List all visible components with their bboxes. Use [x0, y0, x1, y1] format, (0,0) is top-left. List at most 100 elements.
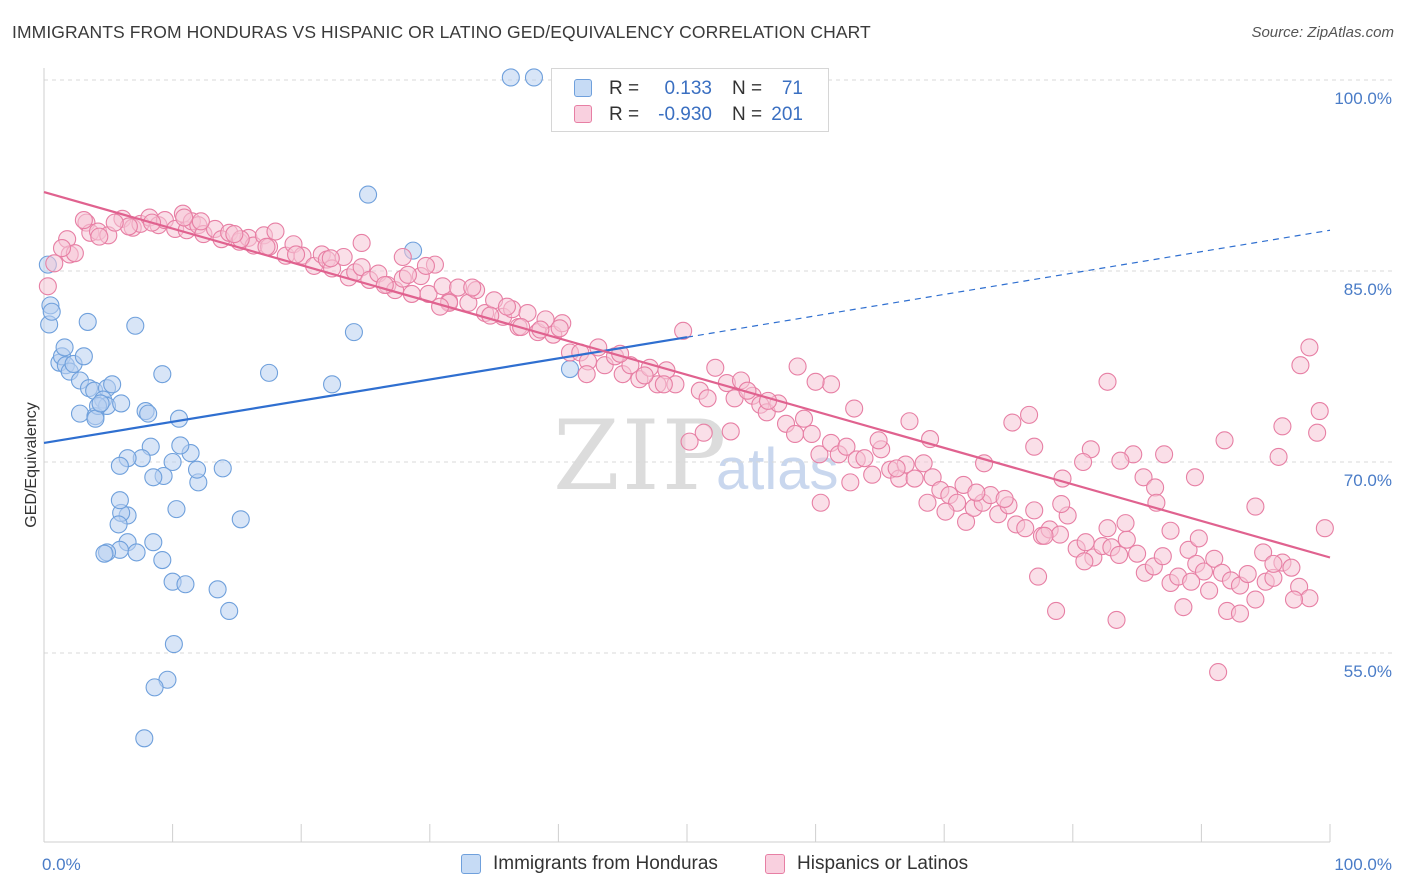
data-point-hispanic — [810, 445, 829, 464]
data-point-honduras — [501, 68, 520, 87]
data-point-hispanic — [1076, 533, 1095, 552]
data-point-hispanic — [497, 297, 517, 316]
legend-swatch-pink — [574, 105, 592, 123]
data-point-hispanic — [788, 357, 807, 376]
data-point-hispanic — [38, 277, 57, 296]
data-point-honduras — [560, 359, 580, 379]
data-point-hispanic — [680, 432, 699, 451]
data-point-hispanic — [811, 493, 830, 512]
data-point-hispanic — [398, 265, 417, 284]
data-point-hispanic — [191, 212, 210, 231]
data-point-hispanic — [654, 375, 673, 394]
data-point-hispanic — [577, 365, 596, 384]
trend-line-hispanic — [43, 190, 1331, 559]
correlation-legend: R = 0.133 N = 71 R = -0.930 N = 201 — [551, 68, 829, 132]
legend-r-label: R = — [609, 104, 640, 125]
data-point-hispanic — [266, 222, 285, 241]
data-point-hispanic — [1075, 552, 1094, 571]
data-point-hispanic — [1035, 526, 1054, 545]
data-point-hispanic — [321, 249, 340, 268]
legend-r-value: 0.133 — [664, 78, 712, 99]
source-note: Source: ZipAtlas.com — [1251, 24, 1394, 41]
data-point-honduras — [110, 456, 129, 475]
data-point-hispanic — [821, 375, 841, 394]
data-point-hispanic — [1189, 529, 1208, 548]
data-point-honduras — [112, 394, 131, 413]
data-point-hispanic — [837, 437, 856, 456]
legend-n-label: N = — [732, 78, 763, 99]
data-point-honduras — [70, 404, 90, 423]
data-point-hispanic — [936, 502, 955, 521]
data-point-hispanic — [352, 233, 371, 253]
data-point-honduras — [95, 544, 114, 563]
data-point-hispanic — [1020, 405, 1039, 424]
data-point-hispanic — [1315, 519, 1334, 538]
data-point-hispanic — [1050, 525, 1069, 544]
data-point-honduras — [42, 302, 61, 321]
data-point-honduras — [259, 363, 279, 382]
data-point-hispanic — [1179, 540, 1198, 559]
x-tick-label: 100.0% — [1334, 855, 1392, 874]
x-tick-label: 0.0% — [42, 855, 81, 874]
y-tick-label: 85.0% — [1344, 280, 1392, 299]
data-point-hispanic — [758, 391, 778, 410]
data-point-hispanic — [995, 489, 1014, 508]
data-point-hispanic — [1029, 567, 1048, 586]
data-point-hispanic — [1254, 543, 1273, 562]
data-point-honduras — [74, 347, 93, 366]
trend-line-honduras — [43, 336, 688, 444]
data-point-hispanic — [1215, 431, 1234, 450]
data-point-honduras — [91, 394, 110, 413]
legend-swatch-blue — [574, 79, 592, 97]
data-point-honduras — [86, 409, 105, 428]
data-point-hispanic — [175, 208, 194, 227]
legend-r-label: R = — [609, 78, 640, 99]
data-point-hispanic — [1110, 545, 1129, 565]
legend-n-value: 201 — [771, 104, 803, 125]
data-point-hispanic — [1310, 402, 1329, 421]
data-point-hispanic — [1116, 514, 1135, 533]
data-point-hispanic — [845, 399, 864, 418]
data-point-honduras — [144, 533, 163, 552]
data-point-hispanic — [550, 319, 569, 338]
data-point-hispanic — [463, 278, 482, 297]
watermark-zip: ZIP — [553, 400, 729, 512]
data-point-hispanic — [1246, 497, 1265, 516]
data-point-honduras — [176, 575, 195, 594]
data-point-honduras — [126, 316, 145, 335]
data-point-hispanic — [841, 473, 860, 492]
legend-row-hispanic: R = -0.930 N = 201 — [552, 101, 828, 127]
data-point-hispanic — [1269, 447, 1288, 466]
data-point-hispanic — [674, 321, 693, 340]
data-point-honduras — [171, 436, 190, 455]
data-point-hispanic — [74, 211, 93, 230]
data-point-honduras — [187, 460, 207, 479]
y-tick-label: 55.0% — [1344, 662, 1392, 681]
data-point-honduras — [164, 635, 183, 654]
legend-label-hispanic: Hispanics or Latinos — [797, 853, 969, 874]
data-point-hispanic — [1230, 604, 1250, 623]
y-tick-label: 100.0% — [1334, 89, 1392, 108]
data-point-honduras — [163, 452, 182, 472]
data-point-hispanic — [1052, 494, 1071, 514]
series-honduras-points — [38, 68, 580, 748]
data-point-honduras — [359, 185, 378, 204]
data-point-hispanic — [287, 245, 306, 264]
data-point-hispanic — [1107, 610, 1126, 629]
data-point-hispanic — [433, 277, 452, 296]
data-point-hispanic — [957, 512, 976, 531]
data-point-honduras — [231, 510, 250, 529]
axis-ticks — [43, 824, 1331, 842]
data-point-honduras — [109, 515, 128, 534]
data-point-hispanic — [1098, 372, 1117, 391]
data-point-hispanic — [1174, 598, 1193, 617]
data-point-hispanic — [1300, 338, 1319, 357]
data-point-hispanic — [900, 412, 919, 431]
series-legend: Immigrants from Honduras Hispanics or La… — [0, 852, 1406, 878]
data-point-honduras — [103, 375, 122, 394]
data-point-hispanic — [1182, 572, 1201, 591]
trend-lines — [43, 190, 1331, 559]
data-point-hispanic — [90, 227, 109, 246]
data-point-hispanic — [1273, 417, 1292, 436]
data-point-honduras — [145, 678, 164, 697]
